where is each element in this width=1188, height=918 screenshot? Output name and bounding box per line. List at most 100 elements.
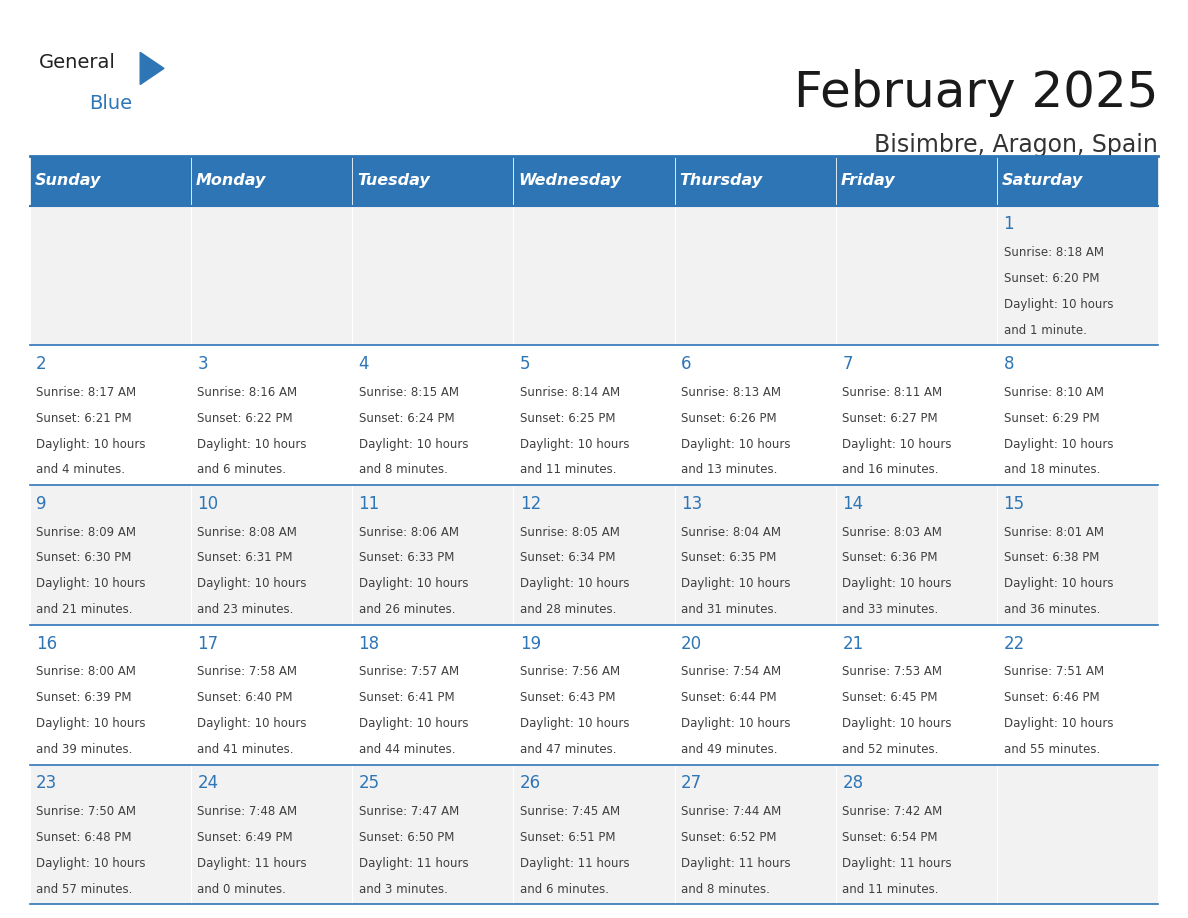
- Text: and 4 minutes.: and 4 minutes.: [36, 464, 125, 476]
- Text: Sunrise: 7:56 AM: Sunrise: 7:56 AM: [520, 666, 620, 678]
- Text: Sunset: 6:51 PM: Sunset: 6:51 PM: [520, 831, 615, 844]
- Bar: [836, 765, 997, 904]
- Text: Daylight: 10 hours: Daylight: 10 hours: [197, 438, 307, 451]
- Text: Daylight: 11 hours: Daylight: 11 hours: [681, 856, 791, 869]
- Text: and 55 minutes.: and 55 minutes.: [1004, 743, 1100, 756]
- Text: and 11 minutes.: and 11 minutes.: [842, 882, 939, 896]
- Text: and 3 minutes.: and 3 minutes.: [359, 882, 448, 896]
- Text: 24: 24: [197, 774, 219, 792]
- Bar: [513, 485, 675, 625]
- Bar: [836, 156, 997, 206]
- Text: and 31 minutes.: and 31 minutes.: [681, 603, 777, 616]
- Bar: [997, 345, 1158, 485]
- Bar: [675, 156, 836, 206]
- Bar: [836, 485, 997, 625]
- Bar: [191, 765, 352, 904]
- Text: Sunrise: 7:45 AM: Sunrise: 7:45 AM: [520, 805, 620, 818]
- Text: Sunrise: 8:14 AM: Sunrise: 8:14 AM: [520, 386, 620, 398]
- Text: Sunrise: 8:15 AM: Sunrise: 8:15 AM: [359, 386, 459, 398]
- Text: February 2025: February 2025: [794, 69, 1158, 117]
- Text: Sunrise: 8:04 AM: Sunrise: 8:04 AM: [681, 526, 781, 539]
- Bar: [352, 485, 513, 625]
- Text: and 21 minutes.: and 21 minutes.: [36, 603, 133, 616]
- Text: and 13 minutes.: and 13 minutes.: [681, 464, 777, 476]
- Text: 15: 15: [1004, 495, 1024, 513]
- Text: 16: 16: [36, 634, 57, 653]
- Text: Daylight: 10 hours: Daylight: 10 hours: [520, 438, 630, 451]
- Text: and 28 minutes.: and 28 minutes.: [520, 603, 617, 616]
- Text: and 44 minutes.: and 44 minutes.: [359, 743, 455, 756]
- Bar: [30, 345, 191, 485]
- Bar: [997, 156, 1158, 206]
- Text: Daylight: 10 hours: Daylight: 10 hours: [681, 438, 790, 451]
- Text: and 1 minute.: and 1 minute.: [1004, 324, 1086, 337]
- Text: and 6 minutes.: and 6 minutes.: [520, 882, 608, 896]
- Text: 26: 26: [520, 774, 541, 792]
- Text: Sunset: 6:22 PM: Sunset: 6:22 PM: [197, 411, 293, 425]
- Text: Daylight: 10 hours: Daylight: 10 hours: [1004, 297, 1113, 311]
- Text: 7: 7: [842, 355, 853, 373]
- Bar: [836, 206, 997, 345]
- Text: Sunrise: 8:01 AM: Sunrise: 8:01 AM: [1004, 526, 1104, 539]
- Text: Sunrise: 7:48 AM: Sunrise: 7:48 AM: [197, 805, 297, 818]
- Text: 17: 17: [197, 634, 219, 653]
- Bar: [352, 156, 513, 206]
- Text: Sunrise: 8:13 AM: Sunrise: 8:13 AM: [681, 386, 781, 398]
- Text: Sunrise: 7:42 AM: Sunrise: 7:42 AM: [842, 805, 942, 818]
- Text: Sunrise: 8:06 AM: Sunrise: 8:06 AM: [359, 526, 459, 539]
- Text: Daylight: 10 hours: Daylight: 10 hours: [842, 717, 952, 730]
- Text: Sunrise: 8:10 AM: Sunrise: 8:10 AM: [1004, 386, 1104, 398]
- Bar: [675, 625, 836, 765]
- Text: Sunday: Sunday: [34, 174, 101, 188]
- Text: Sunrise: 7:57 AM: Sunrise: 7:57 AM: [359, 666, 459, 678]
- Bar: [191, 345, 352, 485]
- Text: Daylight: 10 hours: Daylight: 10 hours: [681, 717, 790, 730]
- Text: 18: 18: [359, 634, 380, 653]
- Text: 2: 2: [36, 355, 46, 373]
- Text: and 23 minutes.: and 23 minutes.: [197, 603, 293, 616]
- Text: and 8 minutes.: and 8 minutes.: [681, 882, 770, 896]
- Text: and 47 minutes.: and 47 minutes.: [520, 743, 617, 756]
- Text: Daylight: 10 hours: Daylight: 10 hours: [36, 717, 146, 730]
- Text: 8: 8: [1004, 355, 1015, 373]
- Text: Sunrise: 8:11 AM: Sunrise: 8:11 AM: [842, 386, 942, 398]
- Bar: [675, 345, 836, 485]
- Text: Tuesday: Tuesday: [356, 174, 430, 188]
- Text: 9: 9: [36, 495, 46, 513]
- Text: Daylight: 10 hours: Daylight: 10 hours: [681, 577, 790, 590]
- Text: 6: 6: [681, 355, 691, 373]
- Text: Sunrise: 8:00 AM: Sunrise: 8:00 AM: [36, 666, 135, 678]
- Text: Sunrise: 8:03 AM: Sunrise: 8:03 AM: [842, 526, 942, 539]
- Bar: [352, 765, 513, 904]
- Bar: [997, 765, 1158, 904]
- Text: Sunset: 6:20 PM: Sunset: 6:20 PM: [1004, 272, 1099, 285]
- Text: 12: 12: [520, 495, 541, 513]
- Bar: [513, 765, 675, 904]
- Text: Sunrise: 8:17 AM: Sunrise: 8:17 AM: [36, 386, 137, 398]
- Text: 23: 23: [36, 774, 57, 792]
- Text: 10: 10: [197, 495, 219, 513]
- Text: Daylight: 10 hours: Daylight: 10 hours: [197, 717, 307, 730]
- Text: Sunset: 6:48 PM: Sunset: 6:48 PM: [36, 831, 132, 844]
- Text: and 36 minutes.: and 36 minutes.: [1004, 603, 1100, 616]
- Text: Daylight: 10 hours: Daylight: 10 hours: [359, 717, 468, 730]
- Bar: [352, 345, 513, 485]
- Bar: [513, 206, 675, 345]
- Text: Sunrise: 7:50 AM: Sunrise: 7:50 AM: [36, 805, 137, 818]
- Bar: [513, 156, 675, 206]
- Bar: [836, 625, 997, 765]
- Bar: [30, 485, 191, 625]
- Text: Sunset: 6:30 PM: Sunset: 6:30 PM: [36, 552, 132, 565]
- Text: and 11 minutes.: and 11 minutes.: [520, 464, 617, 476]
- Bar: [191, 485, 352, 625]
- Text: Sunset: 6:44 PM: Sunset: 6:44 PM: [681, 691, 777, 704]
- Text: Bisimbre, Aragon, Spain: Bisimbre, Aragon, Spain: [874, 133, 1158, 157]
- Text: and 33 minutes.: and 33 minutes.: [842, 603, 939, 616]
- Text: 11: 11: [359, 495, 380, 513]
- Text: Sunset: 6:45 PM: Sunset: 6:45 PM: [842, 691, 937, 704]
- Bar: [30, 156, 191, 206]
- Text: Sunset: 6:35 PM: Sunset: 6:35 PM: [681, 552, 777, 565]
- Bar: [30, 625, 191, 765]
- Text: Sunset: 6:24 PM: Sunset: 6:24 PM: [359, 411, 454, 425]
- Text: Wednesday: Wednesday: [518, 174, 621, 188]
